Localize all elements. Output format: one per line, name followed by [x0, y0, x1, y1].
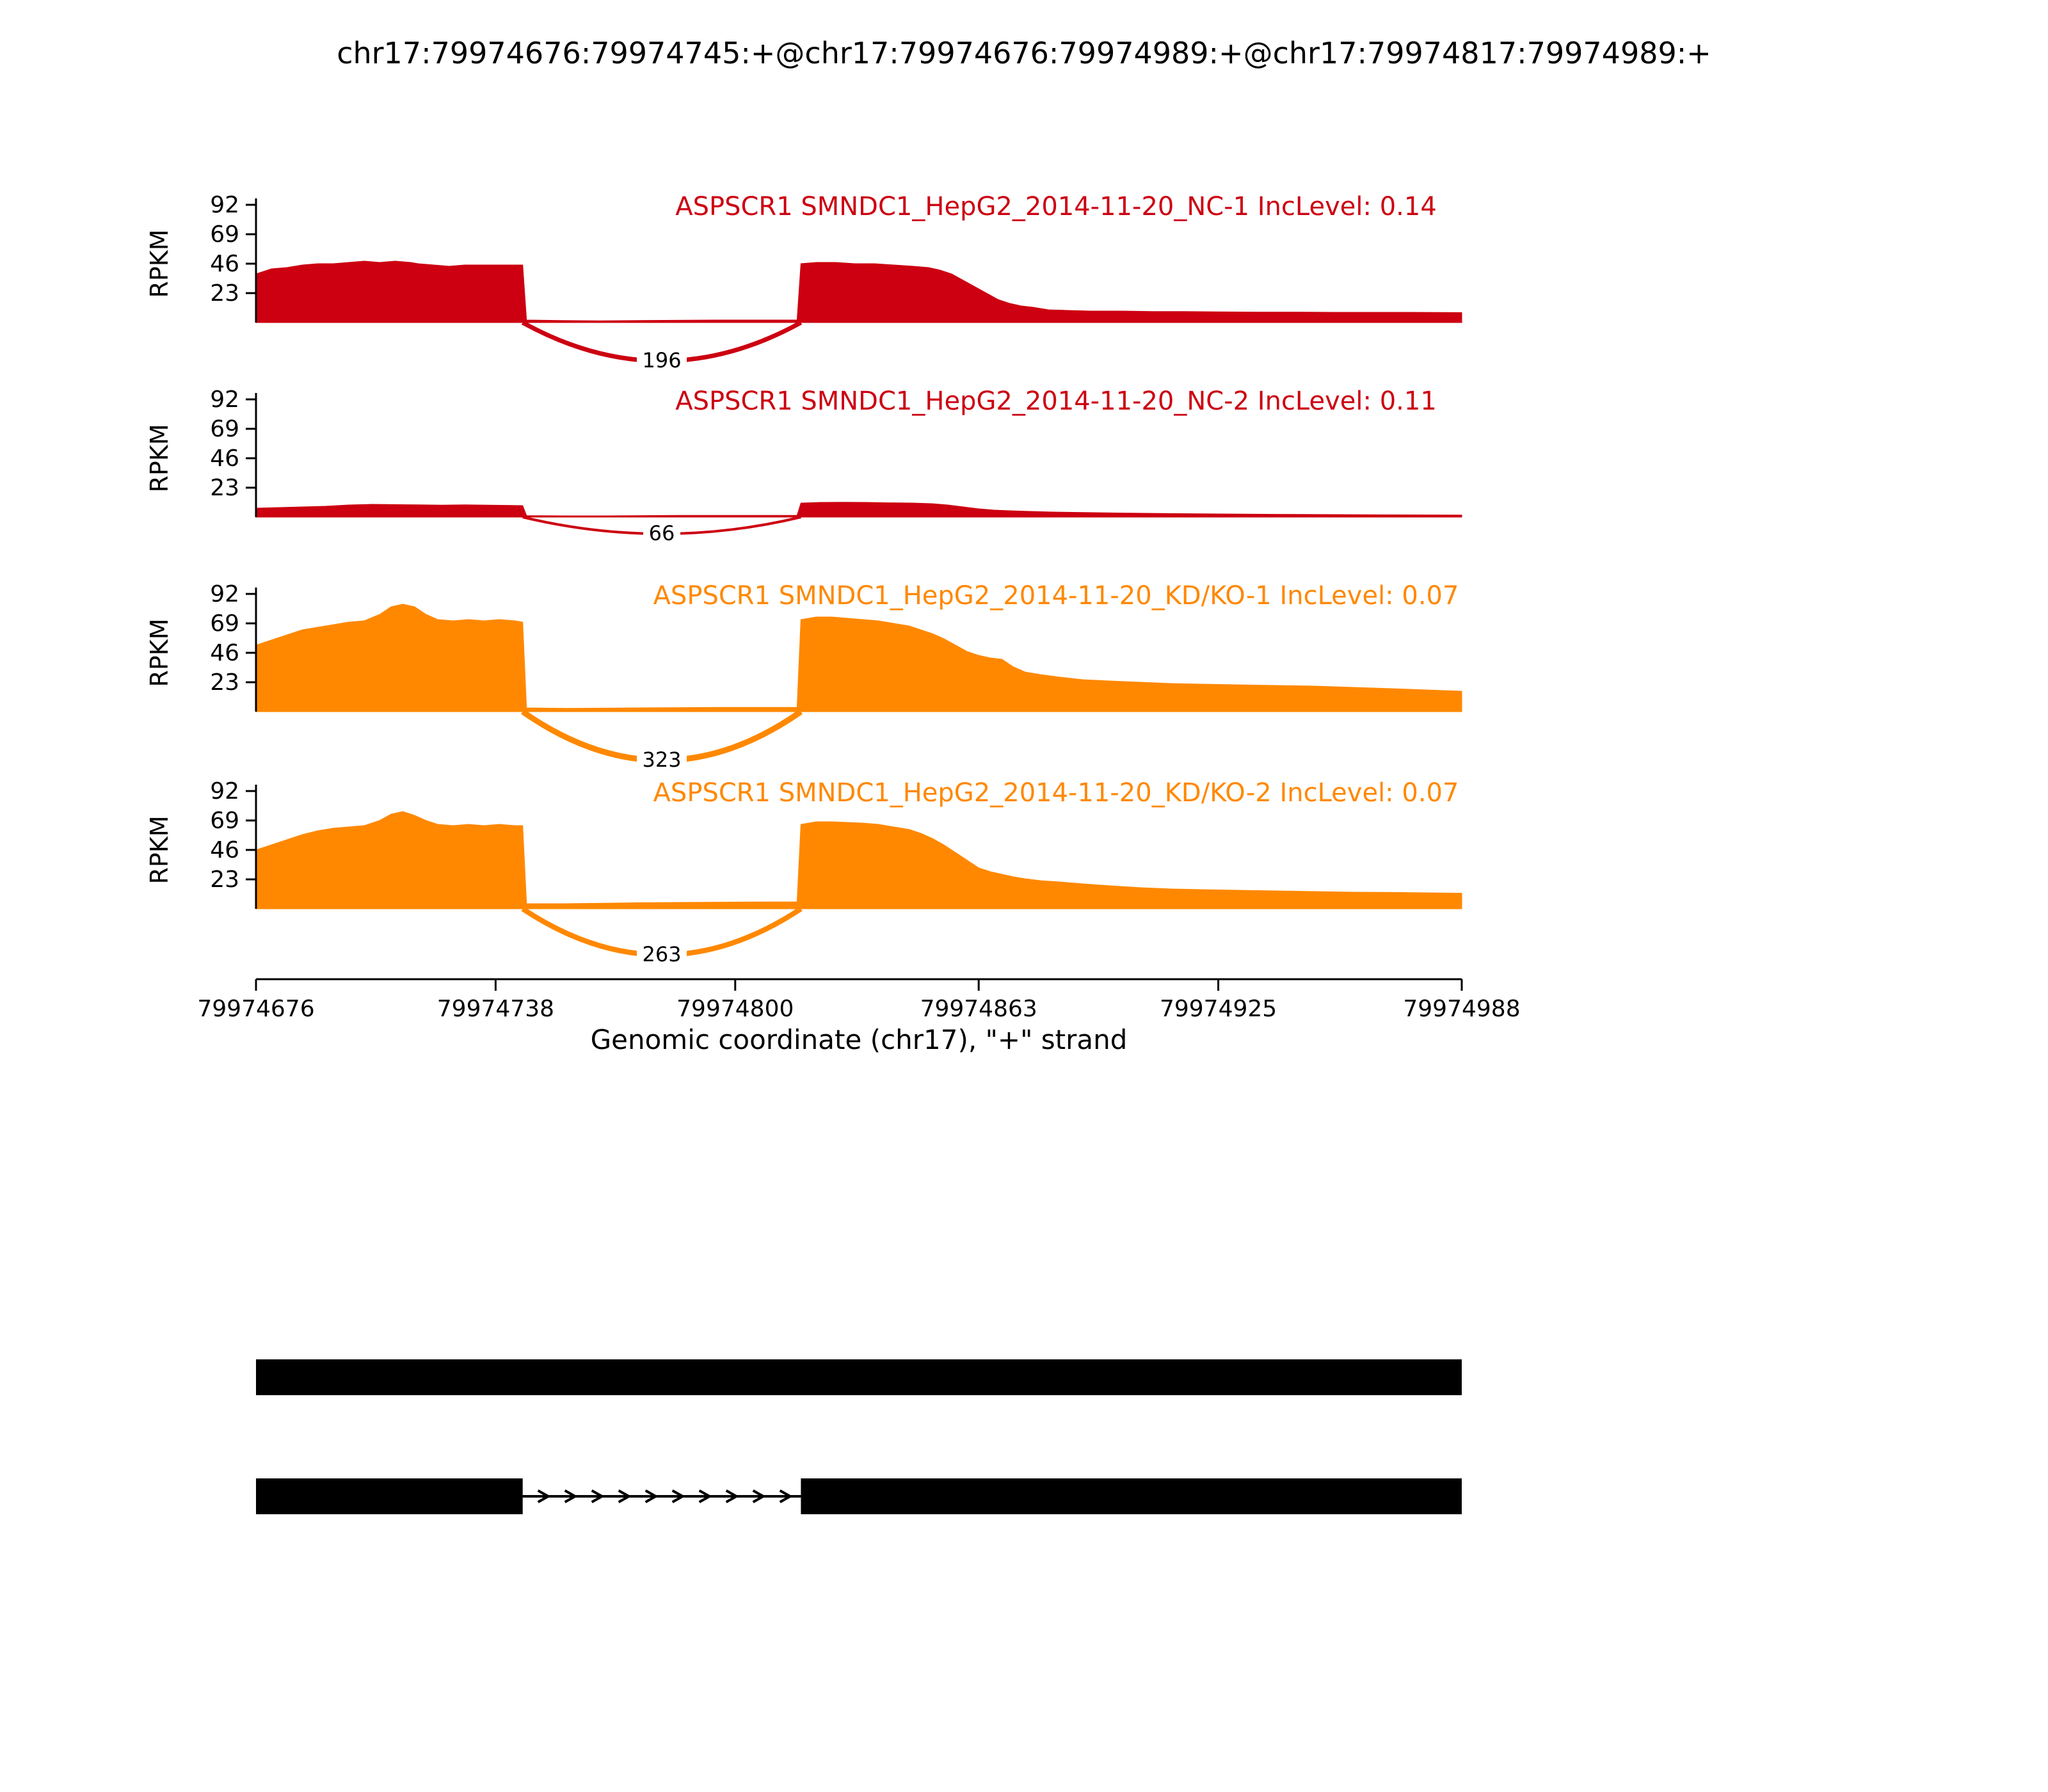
gene-model-exon-skipping-isoform: [256, 1478, 523, 1514]
y-tick-label: 23: [210, 475, 239, 501]
intron-strand-arrow-icon: [564, 1489, 578, 1503]
y-tick-label: 92: [210, 192, 239, 218]
junction-count-track-4: 263: [642, 942, 681, 966]
coverage-area-track-3: [255, 604, 1462, 712]
y-tick-label: 69: [210, 416, 239, 442]
intron-strand-arrow-icon: [752, 1489, 766, 1503]
y-tick-label: 69: [210, 808, 239, 834]
y-axis-title-track-2: RPKM: [145, 424, 173, 492]
junction-count-bg-track-3: [637, 746, 687, 773]
x-axis-label: Genomic coordinate (chr17), "+" strand: [590, 1024, 1128, 1055]
x-tick-label: 79974800: [676, 996, 794, 1022]
x-tick-label: 79974738: [437, 996, 554, 1022]
coverage-area-track-4: [255, 811, 1462, 909]
intron-strand-arrow-icon: [644, 1489, 659, 1503]
y-tick-label: 92: [210, 387, 239, 413]
coverage-area-track-2: [255, 502, 1462, 518]
intron-strand-arrow-icon: [779, 1489, 793, 1503]
y-tick-label: 23: [210, 867, 239, 893]
track-title-4: ASPSCR1 SMNDC1_HepG2_2014-11-20_KD/KO-2 …: [653, 778, 1459, 808]
junction-count-track-2: 66: [649, 521, 675, 545]
x-tick-label: 79974676: [197, 996, 314, 1022]
y-tick-label: 46: [210, 445, 239, 472]
figure-title: chr17:79974676:79974745:+@chr17:79974676…: [337, 36, 1711, 70]
gene-model-exon-skipping-isoform: [801, 1478, 1462, 1514]
x-tick-label: 79974988: [1403, 996, 1520, 1022]
junction-count-bg-track-4: [637, 941, 687, 968]
track-title-2: ASPSCR1 SMNDC1_HepG2_2014-11-20_NC-2 Inc…: [675, 387, 1437, 416]
intron-strand-arrow-icon: [725, 1489, 739, 1503]
x-tick-label: 79974925: [1160, 996, 1277, 1022]
y-tick-label: 92: [210, 778, 239, 804]
intron-strand-arrow-icon: [537, 1489, 551, 1503]
track-title-3: ASPSCR1 SMNDC1_HepG2_2014-11-20_KD/KO-1 …: [653, 581, 1459, 611]
gene-model-exon-inclusion-isoform: [256, 1359, 1462, 1395]
y-tick-label: 46: [210, 837, 239, 863]
y-axis-title-track-3: RPKM: [145, 618, 173, 687]
y-tick-label: 23: [210, 669, 239, 696]
junction-count-track-3: 323: [642, 748, 681, 772]
track-title-1: ASPSCR1 SMNDC1_HepG2_2014-11-20_NC-1 Inc…: [675, 192, 1437, 221]
y-axis-title-track-4: RPKM: [145, 815, 173, 884]
intron-strand-arrow-icon: [671, 1489, 685, 1503]
y-tick-label: 92: [210, 581, 239, 607]
junction-count-bg-track-1: [637, 347, 687, 374]
junction-count-track-1: 196: [642, 348, 681, 372]
y-tick-label: 69: [210, 611, 239, 637]
y-tick-label: 46: [210, 640, 239, 666]
y-tick-label: 46: [210, 251, 239, 277]
intron-strand-arrow-icon: [698, 1489, 712, 1503]
y-tick-label: 69: [210, 221, 239, 248]
coverage-area-track-1: [255, 260, 1462, 323]
y-tick-label: 23: [210, 280, 239, 307]
y-axis-title-track-1: RPKM: [145, 229, 173, 298]
intron-strand-arrow-icon: [591, 1489, 605, 1503]
junction-count-bg-track-2: [643, 520, 681, 547]
intron-strand-arrow-icon: [618, 1489, 632, 1503]
x-tick-label: 79974863: [920, 996, 1037, 1022]
